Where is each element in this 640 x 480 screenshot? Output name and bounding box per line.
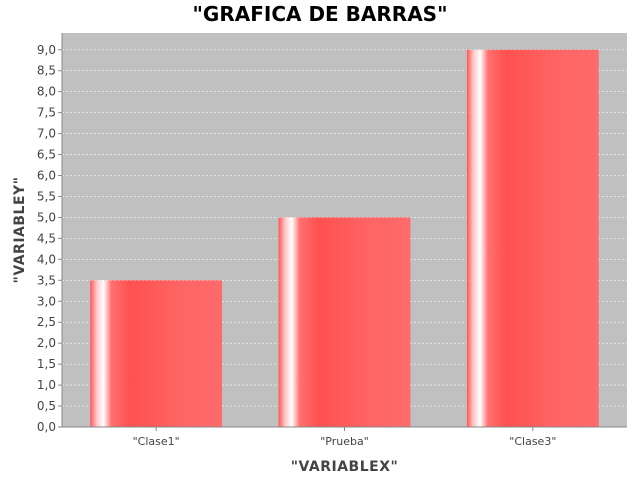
y-tick-label: 1,0 bbox=[37, 378, 56, 392]
bars bbox=[90, 49, 599, 427]
y-tick-label: 3,5 bbox=[37, 273, 56, 287]
y-tick-label: 0,0 bbox=[37, 420, 56, 434]
y-axis-label: "VARIABLEY" bbox=[12, 177, 28, 284]
y-tick-label: 5,0 bbox=[37, 210, 56, 224]
y-tick-label: 6,0 bbox=[37, 169, 56, 183]
bar bbox=[90, 280, 223, 427]
y-tick-label: 9,0 bbox=[37, 43, 56, 57]
x-axis-label: "VARIABLEX" bbox=[291, 459, 399, 475]
y-tick-label: 8,5 bbox=[37, 64, 56, 78]
y-tick-label: 2,5 bbox=[37, 315, 56, 329]
axes bbox=[58, 33, 627, 431]
x-category-label: "Clase1" bbox=[133, 435, 180, 448]
y-tick-label: 1,5 bbox=[37, 357, 56, 371]
y-tick-label: 8,0 bbox=[37, 85, 56, 99]
y-tick-labels: 0,0 0,5 1,0 1,5 2,0 2,5 3,0 3,5 4,0 4,5 5,0 5,5 6,0 6… bbox=[37, 43, 56, 434]
y-tick-label: 6,5 bbox=[37, 148, 56, 162]
y-tick-label: 2,0 bbox=[37, 336, 56, 350]
y-tick-label: 7,5 bbox=[37, 106, 56, 120]
x-category-label: "Clase3" bbox=[509, 435, 556, 448]
y-tick-label: 4,0 bbox=[37, 252, 56, 266]
bar bbox=[466, 49, 599, 427]
y-tick-label: 7,0 bbox=[37, 127, 56, 141]
y-tick-label: 5,5 bbox=[37, 189, 56, 203]
x-category-labels: "Clase1" "Prueba" "Clase3" bbox=[133, 435, 557, 448]
bar bbox=[278, 217, 411, 427]
y-tick-label: 0,5 bbox=[37, 399, 56, 413]
y-tick-label: 3,0 bbox=[37, 294, 56, 308]
x-category-label: "Prueba" bbox=[320, 435, 369, 448]
y-tick-label: 4,5 bbox=[37, 231, 56, 245]
chart-title: "GRAFICA DE BARRAS" bbox=[192, 2, 448, 26]
